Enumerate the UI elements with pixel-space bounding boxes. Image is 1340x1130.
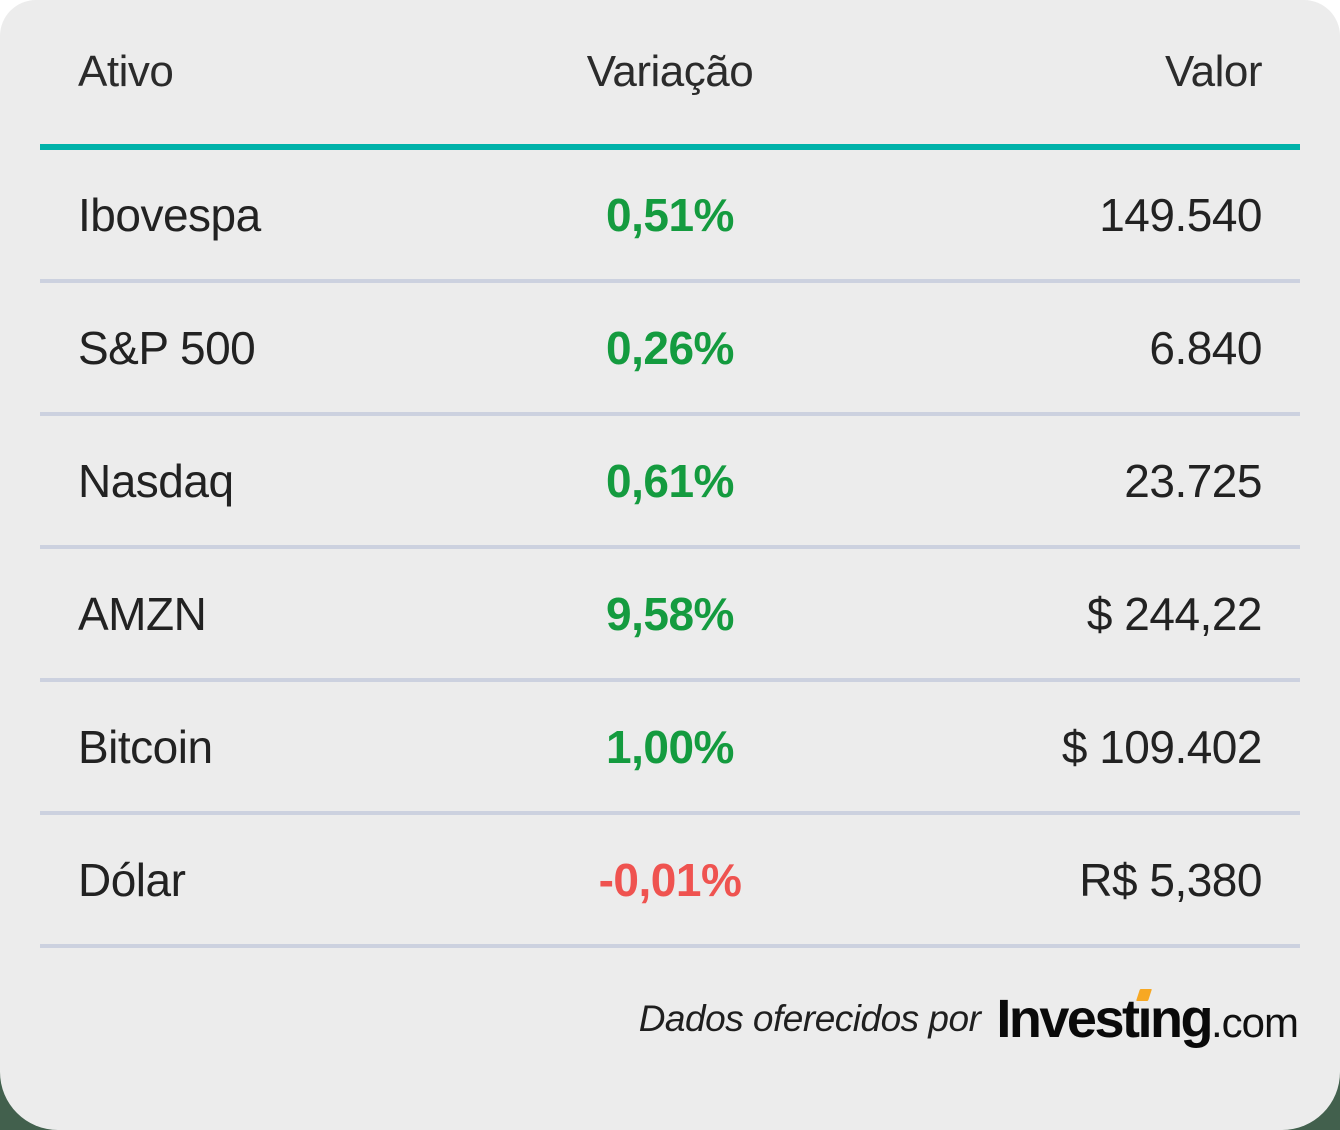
variation-value: 9,58% <box>606 587 734 640</box>
table-row-amzn: AMZN 9,58% $ 244,22 <box>40 549 1300 682</box>
logo-dotless-i: ı <box>1137 988 1152 1049</box>
asset-value: 6.840 <box>1149 321 1262 374</box>
table-row-bitcoin: Bitcoin 1,00% $ 109.402 <box>40 682 1300 815</box>
column-header-ativo: Ativo <box>78 47 174 96</box>
table-row-dolar: Dólar -0,01% R$ 5,380 <box>40 815 1300 948</box>
table-row-ibovespa: Ibovespa 0,51% 149.540 <box>40 150 1300 283</box>
asset-name: Ibovespa <box>78 188 261 241</box>
variation-value: 0,51% <box>606 188 734 241</box>
variation-value: 0,26% <box>606 321 734 374</box>
asset-name: S&P 500 <box>78 321 256 374</box>
asset-value: 23.725 <box>1124 454 1262 507</box>
asset-value: 149.540 <box>1099 188 1262 241</box>
table-row-nasdaq: Nasdaq 0,61% 23.725 <box>40 416 1300 549</box>
logo-letter-i: ı <box>1136 988 1153 1050</box>
asset-name: Nasdaq <box>78 454 234 507</box>
logo-text-ng: ng <box>1150 988 1213 1049</box>
asset-name: AMZN <box>78 587 207 640</box>
logo-suffix: .com <box>1210 998 1299 1046</box>
table-header: Ativo Variação Valor <box>40 0 1300 150</box>
asset-value: $ 109.402 <box>1061 720 1263 773</box>
column-header-variacao: Variação <box>586 47 754 96</box>
logo-wordmark: Invest ıng <box>996 988 1213 1050</box>
asset-value: R$ 5,380 <box>1079 853 1262 906</box>
asset-name: Dólar <box>78 853 186 906</box>
logo-text-invest: Invest <box>996 988 1140 1049</box>
investing-logo[interactable]: Invest ıng .com <box>996 988 1299 1050</box>
asset-name: Bitcoin <box>78 720 213 773</box>
attribution-text: Dados oferecidos por <box>638 997 981 1039</box>
variation-value: -0,01% <box>598 853 742 906</box>
table-row-sp500: S&P 500 0,26% 6.840 <box>40 283 1300 416</box>
column-header-valor: Valor <box>1165 47 1262 96</box>
asset-value: $ 244,22 <box>1086 587 1263 640</box>
attribution-footer: Dados oferecidos por Invest ıng .com <box>0 948 1340 1099</box>
variation-value: 0,61% <box>606 454 734 507</box>
variation-value: 1,00% <box>606 720 734 773</box>
